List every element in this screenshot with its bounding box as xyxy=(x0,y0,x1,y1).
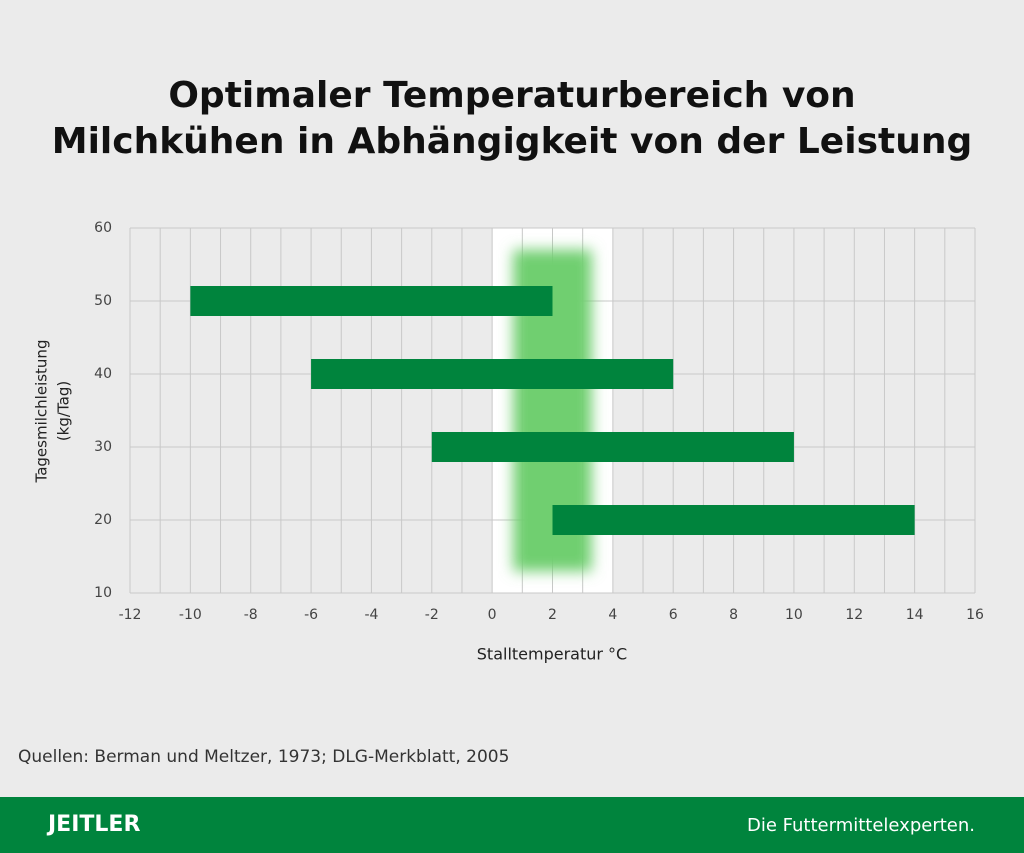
x-tick-label: 0 xyxy=(488,607,497,623)
bar xyxy=(190,286,553,316)
x-tick-label: 16 xyxy=(966,607,984,623)
chart-title: Optimaler Temperaturbereich von xyxy=(168,75,855,116)
x-tick-label: -10 xyxy=(179,607,202,623)
y-axis-label: (kg/Tag) xyxy=(55,381,73,441)
x-tick-label: 10 xyxy=(785,607,803,623)
x-tick-label: -8 xyxy=(244,607,258,623)
x-tick-label: 12 xyxy=(845,607,863,623)
source: Quellen: Berman und Meltzer, 1973; DLG-M… xyxy=(18,747,509,767)
bar xyxy=(552,505,915,535)
x-tick-label: 8 xyxy=(729,607,738,623)
y-tick-label: 10 xyxy=(94,585,112,601)
x-tick-label: 6 xyxy=(669,607,678,623)
x-tick-label: -12 xyxy=(119,607,142,623)
chart-title: Milchkühen in Abhängigkeit von der Leist… xyxy=(52,121,972,162)
x-tick-label: 2 xyxy=(548,607,557,623)
y-tick-label: 60 xyxy=(94,220,112,236)
bar xyxy=(431,432,794,462)
y-axis-label: Tagesmilchleistung xyxy=(33,340,51,484)
x-tick-label: 14 xyxy=(906,607,924,623)
x-axis-label: Stalltemperatur °C xyxy=(477,645,627,664)
slogan: Die Futtermittelexperten. xyxy=(747,815,975,836)
x-tick-label: -4 xyxy=(364,607,378,623)
y-tick-label: 20 xyxy=(94,512,112,528)
y-tick-label: 40 xyxy=(94,366,112,382)
y-tick-label: 50 xyxy=(94,293,112,309)
brand: JEITLER xyxy=(46,812,140,837)
x-tick-label: -2 xyxy=(425,607,439,623)
x-tick-label: 4 xyxy=(608,607,617,623)
footer-bar xyxy=(0,797,1024,853)
bar xyxy=(311,359,674,389)
y-tick-label: 30 xyxy=(94,439,112,455)
x-tick-label: -6 xyxy=(304,607,318,623)
